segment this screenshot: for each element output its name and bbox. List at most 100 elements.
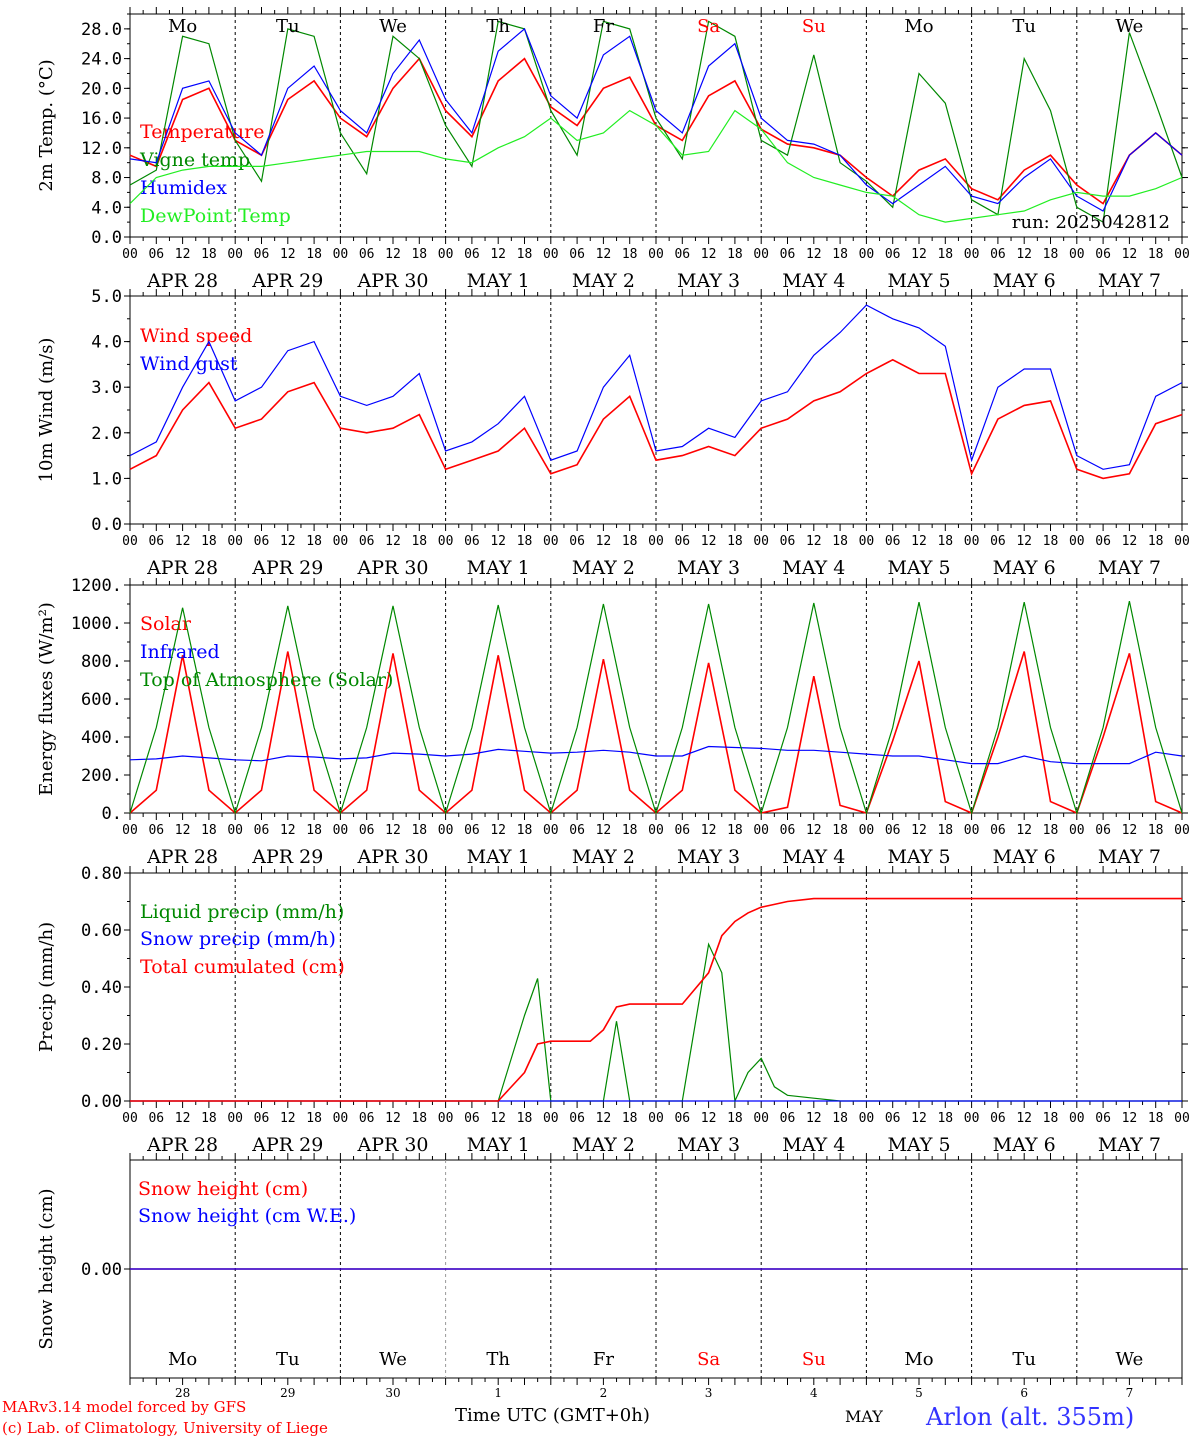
month-label: MAY <box>845 1407 883 1426</box>
date-label: APR 30 <box>356 270 428 292</box>
date-label: MAY 3 <box>677 270 740 292</box>
hour-tick-label: 12 <box>596 823 612 838</box>
hour-tick-label: 18 <box>201 534 217 549</box>
legend-entry: Snow height (cm) <box>138 1178 308 1200</box>
series-line-wind-gust <box>129 304 1183 470</box>
hour-tick-label: 06 <box>569 823 585 838</box>
hour-tick-label: 00 <box>1174 1111 1190 1126</box>
hour-tick-label: 18 <box>306 247 322 262</box>
panel-3: 0. 200. 400. 600. 800. 1000. 1200. Energy fluxe… <box>36 576 1190 868</box>
panel-1: 0.0 4.0 8.0 12.0 16.0 20.0 24.0 28.0 2m Temp. (°… <box>36 7 1190 292</box>
hour-tick-label: 00 <box>438 1111 454 1126</box>
hour-tick-label: 00 <box>964 247 980 262</box>
date-label: MAY 2 <box>572 557 635 579</box>
y-tick-label: 0.20 <box>81 1035 122 1055</box>
model-credit-line: MARv3.14 model forced by GFS <box>2 1398 247 1416</box>
day-of-week-label-bottom: Fr <box>593 1349 614 1370</box>
hour-tick-label: 12 <box>911 823 927 838</box>
hour-tick-label: 00 <box>1069 823 1085 838</box>
hour-tick-label: 06 <box>990 823 1006 838</box>
y-axis-label: 10m Wind (m/s) <box>36 338 57 483</box>
hour-tick-label: 12 <box>175 1111 191 1126</box>
hour-tick-label: 12 <box>1016 534 1032 549</box>
hour-tick-label: 12 <box>701 534 717 549</box>
y-tick-label: 4.0 <box>91 333 122 353</box>
hour-tick-label: 00 <box>1174 534 1190 549</box>
day-number-label: 4 <box>810 1386 818 1400</box>
day-number-label: 30 <box>385 1386 400 1400</box>
hour-tick-label: 18 <box>1148 823 1164 838</box>
date-label: APR 28 <box>146 270 218 292</box>
hour-tick-label: 06 <box>254 534 270 549</box>
day-number-label: 28 <box>175 1386 190 1400</box>
hour-tick-label: 12 <box>385 1111 401 1126</box>
hour-tick-label: 18 <box>411 534 427 549</box>
hour-tick-label: 06 <box>780 823 796 838</box>
hour-tick-label: 00 <box>964 823 980 838</box>
y-tick-label: 4.0 <box>91 198 122 218</box>
y-tick-label: 28.0 <box>81 20 122 40</box>
y-tick-label: 1200. <box>71 576 122 596</box>
y-tick-label: 0.0 <box>91 228 122 248</box>
hour-tick-label: 18 <box>1148 534 1164 549</box>
series-line-dewpoint-temp <box>129 109 1183 223</box>
legend-entry: Infrared <box>140 641 220 663</box>
y-tick-label: 24.0 <box>81 50 122 70</box>
hour-tick-label: 18 <box>201 823 217 838</box>
day-number-label: 7 <box>1126 1386 1134 1400</box>
hour-tick-label: 00 <box>648 534 664 549</box>
hour-tick-label: 06 <box>885 823 901 838</box>
hour-tick-label: 06 <box>464 534 480 549</box>
hour-tick-label: 12 <box>175 534 191 549</box>
date-label: MAY 4 <box>782 846 845 868</box>
day-number-label: 29 <box>280 1386 295 1400</box>
day-number-label: 6 <box>1020 1386 1028 1400</box>
hour-tick-label: 18 <box>306 534 322 549</box>
date-label: MAY 7 <box>1098 846 1161 868</box>
hour-tick-label: 06 <box>1095 823 1111 838</box>
hour-tick-label: 12 <box>701 1111 717 1126</box>
date-label: APR 29 <box>251 1134 323 1156</box>
series-line-wind-speed <box>129 358 1183 480</box>
date-label: MAY 5 <box>887 557 950 579</box>
day-of-week-label-bottom: Tu <box>1012 1349 1036 1370</box>
hour-tick-label: 06 <box>780 247 796 262</box>
y-tick-label: 0.00 <box>81 1260 122 1280</box>
legend-entry: DewPoint Temp <box>140 205 291 227</box>
date-label: MAY 6 <box>993 1134 1056 1156</box>
hour-tick-label: 18 <box>622 534 638 549</box>
time-axis-label: Time UTC (GMT+0h) <box>455 1405 650 1426</box>
hour-tick-label: 00 <box>227 534 243 549</box>
hour-tick-label: 06 <box>674 247 690 262</box>
hour-tick-label: 12 <box>1016 1111 1032 1126</box>
hour-tick-label: 18 <box>411 247 427 262</box>
legend-entry: Solar <box>140 613 192 635</box>
hour-tick-label: 06 <box>885 534 901 549</box>
y-tick-label: 12.0 <box>81 139 122 159</box>
y-tick-label: 3.0 <box>91 378 122 398</box>
legend-entry: Wind speed <box>140 325 252 347</box>
hour-tick-label: 18 <box>937 534 953 549</box>
day-of-week-label: Th <box>486 16 510 37</box>
date-label: MAY 4 <box>782 1134 845 1156</box>
hour-tick-label: 06 <box>464 823 480 838</box>
hour-tick-label: 18 <box>832 1111 848 1126</box>
y-tick-label: 2.0 <box>91 424 122 444</box>
y-tick-label: 20.0 <box>81 79 122 99</box>
hour-tick-label: 12 <box>385 534 401 549</box>
hour-tick-label: 18 <box>937 247 953 262</box>
hour-tick-label: 12 <box>1122 1111 1138 1126</box>
hour-tick-label: 00 <box>648 823 664 838</box>
hour-tick-label: 18 <box>832 534 848 549</box>
hour-tick-label: 06 <box>990 247 1006 262</box>
hour-tick-label: 00 <box>122 823 138 838</box>
hour-tick-label: 12 <box>490 247 506 262</box>
hour-tick-label: 06 <box>148 1111 164 1126</box>
legend-entry: Wind gust <box>140 353 238 375</box>
date-label: MAY 3 <box>677 557 740 579</box>
hour-tick-label: 00 <box>859 1111 875 1126</box>
legend-entry: Top of Atmosphere (Solar) <box>140 669 393 691</box>
hour-tick-label: 12 <box>911 534 927 549</box>
hour-tick-label: 12 <box>490 534 506 549</box>
